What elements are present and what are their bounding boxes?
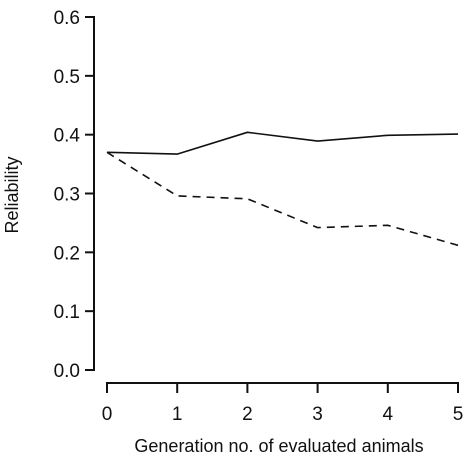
x-tick-label: 1 bbox=[172, 404, 183, 425]
x-tick-label: 2 bbox=[242, 404, 253, 425]
y-tick-label: 0.4 bbox=[54, 126, 81, 147]
series-line-solid bbox=[106, 131, 459, 155]
x-tick-label: 0 bbox=[102, 404, 113, 425]
y-tick-label: 0.5 bbox=[54, 67, 80, 88]
y-tick-label: 0.1 bbox=[54, 302, 80, 323]
x-axis: 0 1 2 3 4 5 bbox=[102, 382, 464, 425]
y-tick-label: 0.0 bbox=[54, 361, 80, 382]
y-tick-label: 0.6 bbox=[54, 8, 80, 29]
x-tick-label: 4 bbox=[383, 404, 394, 425]
y-axis-title: Reliability bbox=[2, 156, 22, 233]
y-axis: 0.0 0.1 0.2 0.3 0.4 0.5 0.6 bbox=[54, 8, 95, 382]
series-layer bbox=[106, 131, 459, 247]
x-tick-label: 3 bbox=[312, 404, 323, 425]
y-tick-label: 0.3 bbox=[54, 185, 80, 206]
x-tick-label: 5 bbox=[453, 404, 464, 425]
x-axis-title: Generation no. of evaluated animals bbox=[134, 436, 423, 456]
series-line-dashed bbox=[106, 151, 459, 247]
y-tick-label: 0.2 bbox=[54, 243, 80, 264]
